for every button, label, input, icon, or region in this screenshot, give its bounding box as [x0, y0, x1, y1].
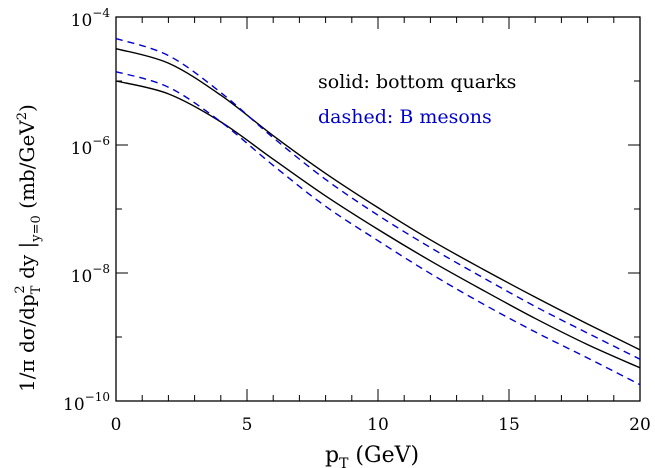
dashed-curve-3 [115, 70, 641, 386]
series-curves [115, 37, 641, 386]
solid-curve-0 [115, 47, 641, 351]
x-tick-label: 15 [498, 415, 520, 435]
legend-dashed: dashed: B mesons [318, 106, 492, 128]
x-tick-label: 20 [629, 415, 651, 435]
x-axis-label: pT (GeV) [325, 443, 419, 468]
y-tick-label: 10−4 [71, 6, 111, 31]
y-tick-labels: 10−4 10−6 10−8 10−10 [63, 6, 110, 415]
legend-solid: solid: bottom quarks [318, 71, 516, 93]
y-tick-label: 10−10 [63, 390, 110, 415]
x-tick-label: 10 [367, 415, 389, 435]
dashed-curve-2 [115, 37, 641, 360]
y-tick-label: 10−8 [71, 262, 110, 287]
x-tick-labels: 0 5 10 15 20 [111, 415, 651, 435]
y-axis-label: 1/π dσ/dpT2 dy |y=0 (mb/GeV2) [13, 104, 44, 392]
y-tick-label: 10−6 [71, 134, 110, 159]
x-tick-label: 5 [242, 415, 253, 435]
solid-curve-1 [115, 80, 641, 369]
axis-ticks [115, 16, 641, 402]
x-tick-label: 0 [111, 415, 122, 435]
